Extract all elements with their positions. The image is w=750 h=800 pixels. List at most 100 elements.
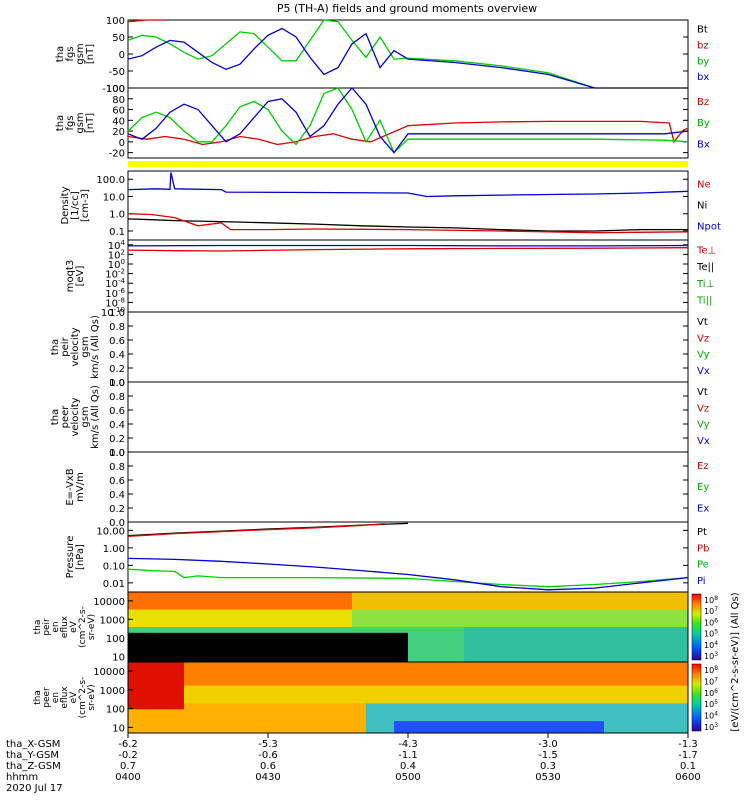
spectrogram-cell (296, 715, 311, 722)
spectrogram-cell (506, 727, 521, 734)
spectrogram-cell (646, 609, 661, 616)
spectrogram-cell (646, 685, 661, 693)
spectrogram-cell (226, 597, 241, 605)
spectrogram-cell (674, 691, 689, 698)
spectrogram-cell (548, 673, 563, 681)
spectrogram-cell (660, 709, 675, 716)
spectrogram-cell (408, 603, 423, 610)
spectrogram-cell (352, 703, 367, 710)
spectrogram-cell (632, 715, 647, 722)
spectrogram-cell (338, 656, 353, 663)
spectrogram-cell (450, 709, 465, 716)
spectrogram-cell (142, 592, 157, 599)
y-axis-label: velocity (70, 397, 81, 436)
spectrogram-cell (366, 721, 381, 728)
y-axis-label: [eV] (75, 266, 86, 287)
spectrogram-cell (590, 644, 605, 651)
spectrogram-cell (268, 592, 283, 599)
x-tick-label: -4.3 (398, 739, 418, 750)
spectrogram-cell (408, 703, 423, 710)
spectrogram-cell (310, 592, 325, 599)
spectrogram-cell (618, 685, 633, 693)
spectrogram-cell (226, 621, 241, 628)
y-tick-label: 100 (106, 705, 125, 716)
spectrogram-cell (338, 667, 353, 675)
spectrogram-cell (170, 609, 185, 616)
y-axis-label: velocity (70, 327, 81, 366)
panel-frame (127, 19, 689, 89)
spectrogram-cell (268, 685, 283, 693)
y-axis-label: mV/m (75, 472, 86, 502)
spectrogram-cell (366, 609, 381, 616)
spectrogram-cell (366, 679, 381, 687)
spectrogram-cell (618, 667, 633, 675)
spectrogram-cell (170, 638, 185, 645)
series-Npot (127, 172, 689, 198)
spectrogram-cell (590, 621, 605, 628)
spectrogram-cell (422, 627, 437, 634)
spectrogram-cell (226, 638, 241, 645)
spectrogram-peir_en_eflux: 10000 1000 100 10 tha peir en eflux eV (cm^2-s-sr… (33, 591, 718, 663)
spectrogram-cell (604, 638, 619, 645)
spectrogram-cell (422, 715, 437, 722)
spectrogram-cell (156, 609, 171, 616)
spectrogram-cell (492, 656, 507, 663)
spectrogram-cell (212, 673, 227, 681)
spectrogram-cell (548, 697, 563, 704)
spectrogram-cell (338, 638, 353, 645)
x-tick-label: 0.6 (260, 761, 276, 772)
spectrogram-cell (338, 644, 353, 651)
spectrogram-cell (562, 627, 577, 634)
spectrogram-cell (380, 679, 395, 687)
spectrogram-cell (436, 632, 451, 640)
spectrogram-cell (492, 603, 507, 610)
spectrogram-cell (576, 662, 591, 669)
spectrogram-cell (436, 597, 451, 605)
spectrogram-cell (282, 638, 297, 645)
spectrogram-cell (170, 709, 185, 716)
y-tick-label: 20 (112, 127, 125, 138)
spectrogram-cell (506, 621, 521, 628)
spectrogram-cell (618, 609, 633, 616)
spectrogram-cell (534, 715, 549, 722)
spectrogram-cell (296, 621, 311, 628)
y-tick-label: 0 (119, 138, 125, 149)
spectrogram-cell (422, 644, 437, 651)
spectrogram-cell (184, 709, 199, 716)
spectrogram-cell (240, 727, 255, 734)
spectrogram-cell (142, 662, 157, 669)
y-tick-label: 0.4 (109, 490, 125, 501)
spectrogram-cell (660, 673, 675, 681)
colorbar-tick-label: 105 (704, 629, 718, 639)
spectrogram-cell (212, 679, 227, 687)
spectrogram-cell (394, 638, 409, 645)
spectrogram-cell (604, 679, 619, 687)
spectrogram-cell (212, 715, 227, 722)
spectrogram-cell (590, 709, 605, 716)
spectrogram-cell (380, 621, 395, 628)
spectrogram-cell (296, 644, 311, 651)
spectrogram-cell (338, 679, 353, 687)
spectrogram-cell (576, 703, 591, 710)
spectrogram-cell (548, 644, 563, 651)
spectrogram-cell (674, 667, 689, 675)
spectrogram-cell (394, 592, 409, 599)
spectrogram-cell (212, 609, 227, 616)
spectrogram-cell (618, 709, 633, 716)
spectrogram-cell (408, 697, 423, 704)
spectrogram-cell (198, 697, 213, 704)
spectrogram-cell (128, 603, 143, 610)
spectrogram-cell (254, 727, 269, 734)
spectrogram-cell (660, 627, 675, 634)
spectrogram-cell (198, 703, 213, 710)
series-bz (127, 19, 166, 23)
spectrogram-cell (408, 632, 423, 640)
spectrogram-cell (506, 679, 521, 687)
spectrogram-cell (240, 662, 255, 669)
spectrogram-cell (156, 662, 171, 669)
spectrogram-cell (422, 621, 437, 628)
spectrogram-cell (506, 609, 521, 616)
spectrogram-cell (436, 656, 451, 663)
spectrogram-cell (478, 621, 493, 628)
spectrogram-cell (240, 703, 255, 710)
